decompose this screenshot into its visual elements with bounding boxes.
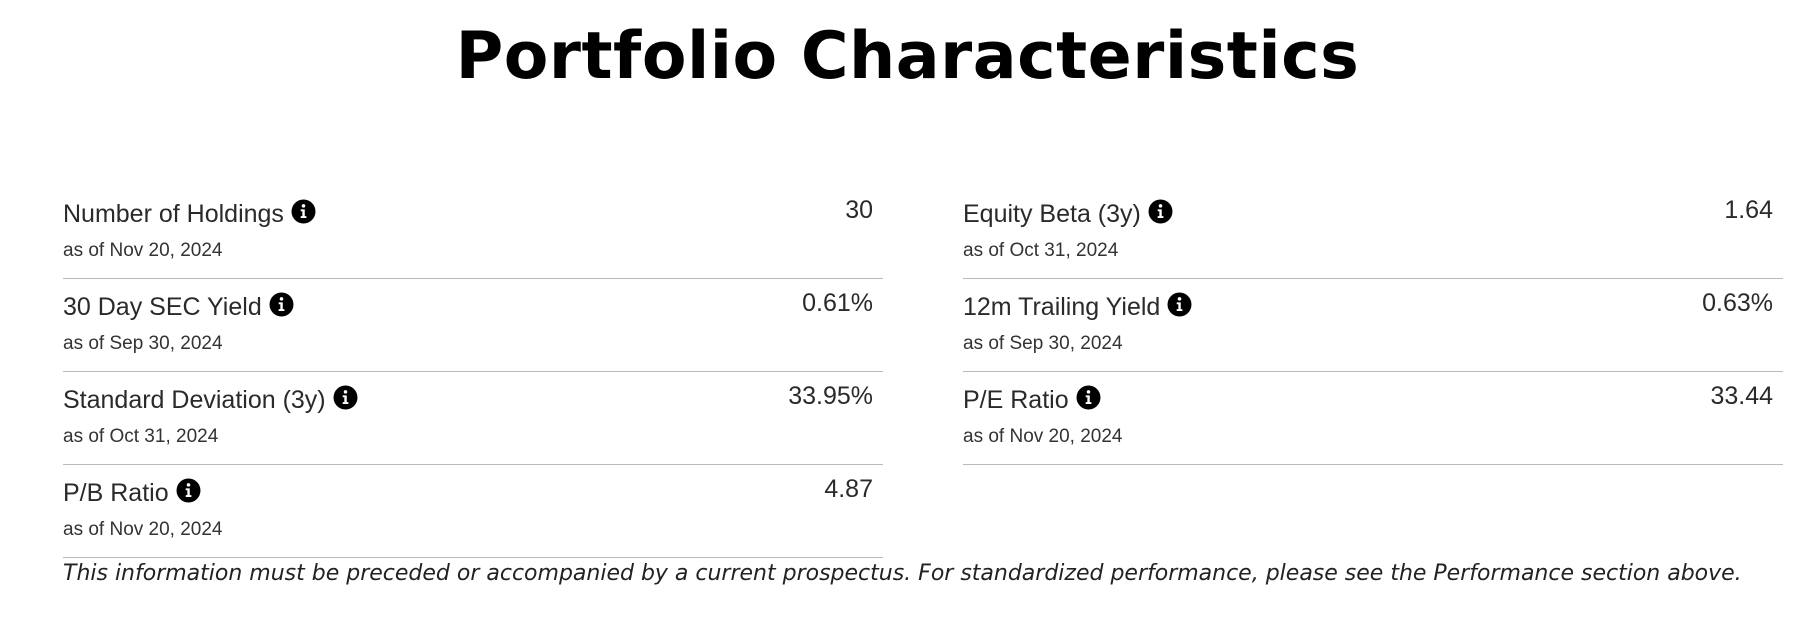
- characteristic-label: 12m Trailing Yield: [963, 293, 1161, 321]
- as-of-date: as of Nov 20, 2024: [63, 519, 223, 540]
- as-of-date: as of Sep 30, 2024: [63, 333, 223, 354]
- characteristic-label: P/B Ratio: [63, 479, 169, 507]
- characteristic-value: 0.61%: [802, 289, 873, 317]
- characteristic-label: Standard Deviation (3y): [63, 386, 326, 414]
- characteristic-label: P/E Ratio: [963, 386, 1069, 414]
- characteristic-value: 30: [845, 196, 873, 224]
- characteristic-row-standard-deviation: Standard Deviation (3y) as of Oct 31, 20…: [63, 372, 883, 465]
- info-icon[interactable]: [333, 385, 358, 410]
- characteristic-value: 1.64: [1724, 196, 1773, 224]
- info-icon[interactable]: [269, 292, 294, 317]
- characteristic-row-12m-trailing-yield: 12m Trailing Yield as of Sep 30, 2024 0.…: [963, 279, 1783, 372]
- info-icon[interactable]: [291, 199, 316, 224]
- characteristic-value: 4.87: [824, 475, 873, 503]
- characteristic-value: 33.95%: [788, 382, 873, 410]
- characteristic-label: Equity Beta (3y): [963, 200, 1141, 228]
- as-of-date: as of Oct 31, 2024: [963, 240, 1119, 261]
- characteristic-row-pe-ratio: P/E Ratio as of Nov 20, 2024 33.44: [963, 372, 1783, 465]
- characteristic-row-pb-ratio: P/B Ratio as of Nov 20, 2024 4.87: [63, 465, 883, 558]
- characteristic-label: Number of Holdings: [63, 200, 284, 228]
- characteristic-value: 0.63%: [1702, 289, 1773, 317]
- info-icon[interactable]: [1148, 199, 1173, 224]
- info-icon[interactable]: [176, 478, 201, 503]
- characteristic-row-number-of-holdings: Number of Holdings as of Nov 20, 2024 30: [63, 186, 883, 279]
- characteristics-left-column: Number of Holdings as of Nov 20, 2024 30…: [63, 186, 883, 558]
- as-of-date: as of Oct 31, 2024: [63, 426, 219, 447]
- as-of-date: as of Nov 20, 2024: [63, 240, 223, 261]
- characteristic-row-equity-beta: Equity Beta (3y) as of Oct 31, 2024 1.64: [963, 186, 1783, 279]
- info-icon[interactable]: [1076, 385, 1101, 410]
- page-title: Portfolio Characteristics: [455, 19, 1360, 94]
- characteristic-value: 33.44: [1710, 382, 1773, 410]
- prospectus-disclaimer: This information must be preceded or acc…: [63, 561, 1742, 586]
- characteristic-label: 30 Day SEC Yield: [63, 293, 262, 321]
- as-of-date: as of Sep 30, 2024: [963, 333, 1123, 354]
- info-icon[interactable]: [1167, 292, 1192, 317]
- characteristic-row-30-day-sec-yield: 30 Day SEC Yield as of Sep 30, 2024 0.61…: [63, 279, 883, 372]
- characteristics-right-column: Equity Beta (3y) as of Oct 31, 2024 1.64…: [963, 186, 1783, 465]
- as-of-date: as of Nov 20, 2024: [963, 426, 1123, 447]
